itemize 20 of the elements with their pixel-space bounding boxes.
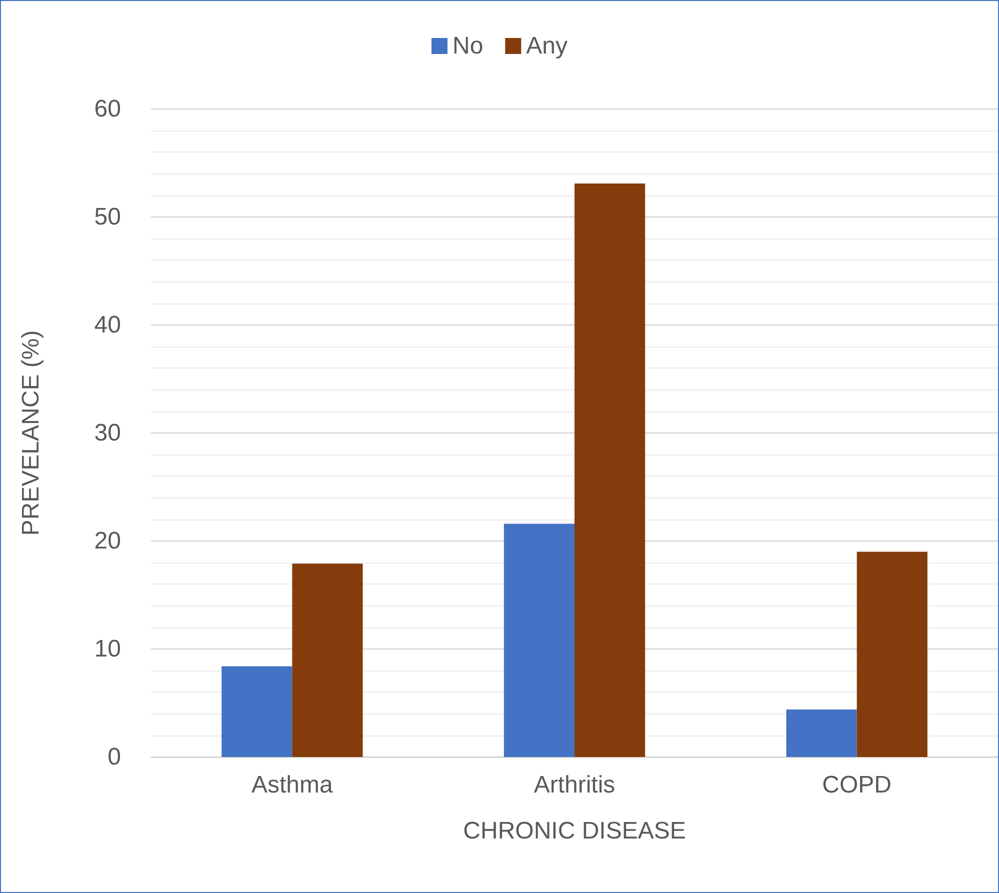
bar: [222, 666, 292, 757]
y-axis-title: PREVELANCE (%): [18, 330, 44, 536]
y-tick-label: 60: [94, 96, 121, 122]
y-tick-label: 20: [94, 528, 121, 554]
legend-label: Any: [526, 32, 568, 60]
y-tick-label: 10: [94, 636, 121, 662]
x-axis-title: CHRONIC DISEASE: [463, 818, 686, 844]
bar: [504, 524, 574, 757]
y-tick-label: 50: [94, 204, 121, 230]
y-tick-label: 30: [94, 420, 121, 446]
bar: [786, 709, 857, 757]
bar: [292, 564, 363, 757]
x-tick-label: Arthritis: [534, 772, 616, 798]
legend-label: No: [452, 32, 484, 60]
y-tick-label: 0: [108, 744, 121, 770]
bar: [856, 552, 928, 757]
x-tick-label: Asthma: [251, 772, 334, 798]
y-tick-label: 40: [94, 312, 121, 338]
x-tick-label: COPD: [822, 772, 892, 798]
bar: [574, 184, 646, 757]
